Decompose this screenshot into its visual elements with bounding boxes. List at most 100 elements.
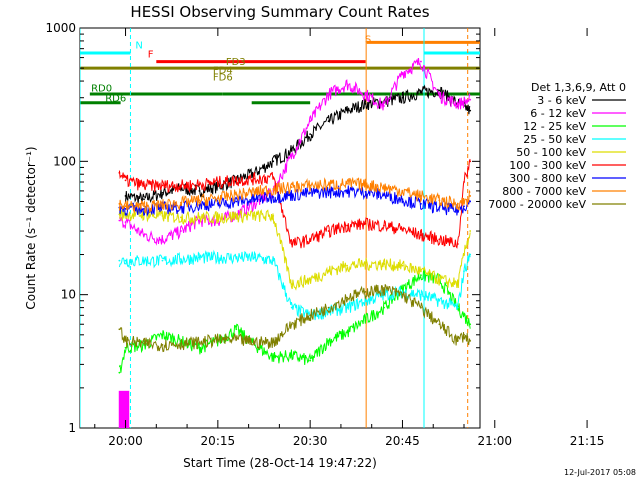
- series-point-3-8: [253, 256, 256, 259]
- series-line-7: [118, 176, 471, 214]
- series-point-6-21: [469, 200, 472, 203]
- series-point-8-5: [198, 341, 201, 344]
- series-point-4-12: [327, 270, 330, 273]
- series-point-6-10: [290, 194, 293, 196]
- series-point-0-16: [420, 91, 422, 94]
- series-point-6-4: [180, 206, 182, 209]
- series-line-8: [119, 284, 471, 353]
- series-point-8-2: [143, 342, 145, 345]
- plot-frame: [79, 27, 481, 429]
- series-point-2-5: [198, 346, 201, 349]
- chart-title: HESSI Observing Summary Count Rates: [130, 3, 429, 21]
- series-point-1-15: [383, 105, 385, 107]
- series-point-5-13: [346, 224, 348, 227]
- series-point-1-13: [346, 83, 348, 85]
- series-point-7-9: [272, 188, 275, 190]
- series-point-2-3: [161, 333, 164, 336]
- series-point-5-2: [143, 184, 145, 187]
- series-point-1-4: [180, 230, 182, 232]
- series-point-7-12: [327, 183, 330, 186]
- series-point-3-6: [216, 256, 219, 259]
- x-tick-label-3: 20:45: [385, 434, 420, 448]
- series-point-7-0: [118, 202, 121, 205]
- series-point-4-20: [463, 253, 465, 256]
- series-point-7-3: [161, 204, 164, 206]
- legend-label-2: 12 - 25 keV: [523, 120, 586, 133]
- legend-label-0: 3 - 6 keV: [537, 94, 586, 107]
- series-point-1-21: [469, 98, 472, 101]
- series-line-3: [118, 249, 471, 321]
- series-point-7-11: [309, 184, 312, 187]
- x-tick-label-0: 20:00: [108, 434, 143, 448]
- series-point-0-2: [161, 191, 164, 194]
- legend-label-4: 50 - 100 keV: [516, 146, 586, 159]
- series-point-6-16: [401, 198, 404, 201]
- series-point-4-16: [401, 264, 404, 267]
- series-point-3-13: [346, 306, 348, 309]
- series-point-1-8: [253, 202, 256, 205]
- series-point-6-11: [309, 191, 312, 194]
- series-point-8-0: [118, 328, 121, 331]
- timestamp: 12-Jul-2017 05:08: [564, 468, 636, 477]
- series-point-0-8: [272, 160, 275, 163]
- series-point-5-18: [438, 238, 441, 241]
- series-point-0-12: [346, 109, 348, 112]
- series-point-8-16: [401, 293, 404, 296]
- series-point-0-10: [309, 133, 312, 136]
- y-tick-label-0: 1: [68, 421, 76, 435]
- annotation-n: N: [135, 41, 142, 52]
- series-point-4-5: [198, 216, 201, 219]
- spike-block: [118, 390, 130, 428]
- legend-label-8: 7000 - 20000 keV: [488, 198, 586, 211]
- series-point-8-3: [161, 344, 164, 346]
- series-point-4-6: [216, 216, 219, 219]
- series-point-8-6: [216, 338, 219, 341]
- series-point-4-9: [272, 214, 275, 217]
- series-point-7-17: [420, 195, 422, 197]
- series-point-0-1: [143, 198, 145, 201]
- annotation-rd0: RD0: [91, 83, 112, 94]
- series-point-7-5: [198, 199, 201, 202]
- series-point-7-18: [438, 199, 441, 202]
- series-point-8-19: [456, 340, 459, 342]
- series-point-6-15: [383, 194, 385, 196]
- series-point-3-10: [290, 306, 293, 309]
- y-axis-label: Count Rate (s⁻¹ detector⁻¹): [24, 146, 38, 309]
- series-point-2-0: [118, 371, 121, 374]
- series-point-0-0: [124, 195, 127, 197]
- series-point-2-20: [463, 314, 465, 317]
- series-point-4-13: [346, 264, 348, 267]
- series-3: [118, 249, 472, 321]
- series-point-6-17: [420, 202, 422, 205]
- series-point-3-5: [198, 256, 201, 259]
- axis-ticks: 20:00 20:15 20:30 20:45 21:00 21:15 1 10 100 1000: [45, 21, 604, 448]
- series-point-2-1: [124, 346, 127, 349]
- series-point-4-11: [309, 278, 312, 281]
- series-point-6-1: [124, 207, 127, 210]
- series-point-3-3: [161, 259, 164, 262]
- series-point-2-9: [272, 356, 275, 359]
- series-point-6-8: [253, 198, 256, 201]
- series-point-7-4: [180, 201, 182, 204]
- series-point-7-15: [383, 186, 385, 189]
- series-point-1-17: [420, 60, 422, 63]
- series-point-3-18: [438, 299, 441, 302]
- legend-label-7: 800 - 7000 keV: [502, 185, 586, 198]
- annotation-f: F: [148, 50, 154, 61]
- series-point-2-2: [143, 344, 145, 346]
- series-point-2-7: [235, 328, 238, 331]
- series-point-4-15: [383, 263, 385, 265]
- series-5: [118, 158, 472, 249]
- series-point-1-16: [401, 72, 404, 74]
- series-point-1-10: [290, 154, 293, 157]
- series-point-8-10: [290, 323, 293, 326]
- series-point-4-8: [253, 214, 256, 217]
- series-point-1-18: [438, 94, 441, 97]
- series-point-1-0: [118, 219, 121, 222]
- series-point-7-13: [346, 182, 348, 185]
- legend-label-5: 100 - 300 keV: [509, 159, 586, 172]
- series-point-2-12: [327, 340, 330, 342]
- series-point-1-3: [161, 238, 164, 241]
